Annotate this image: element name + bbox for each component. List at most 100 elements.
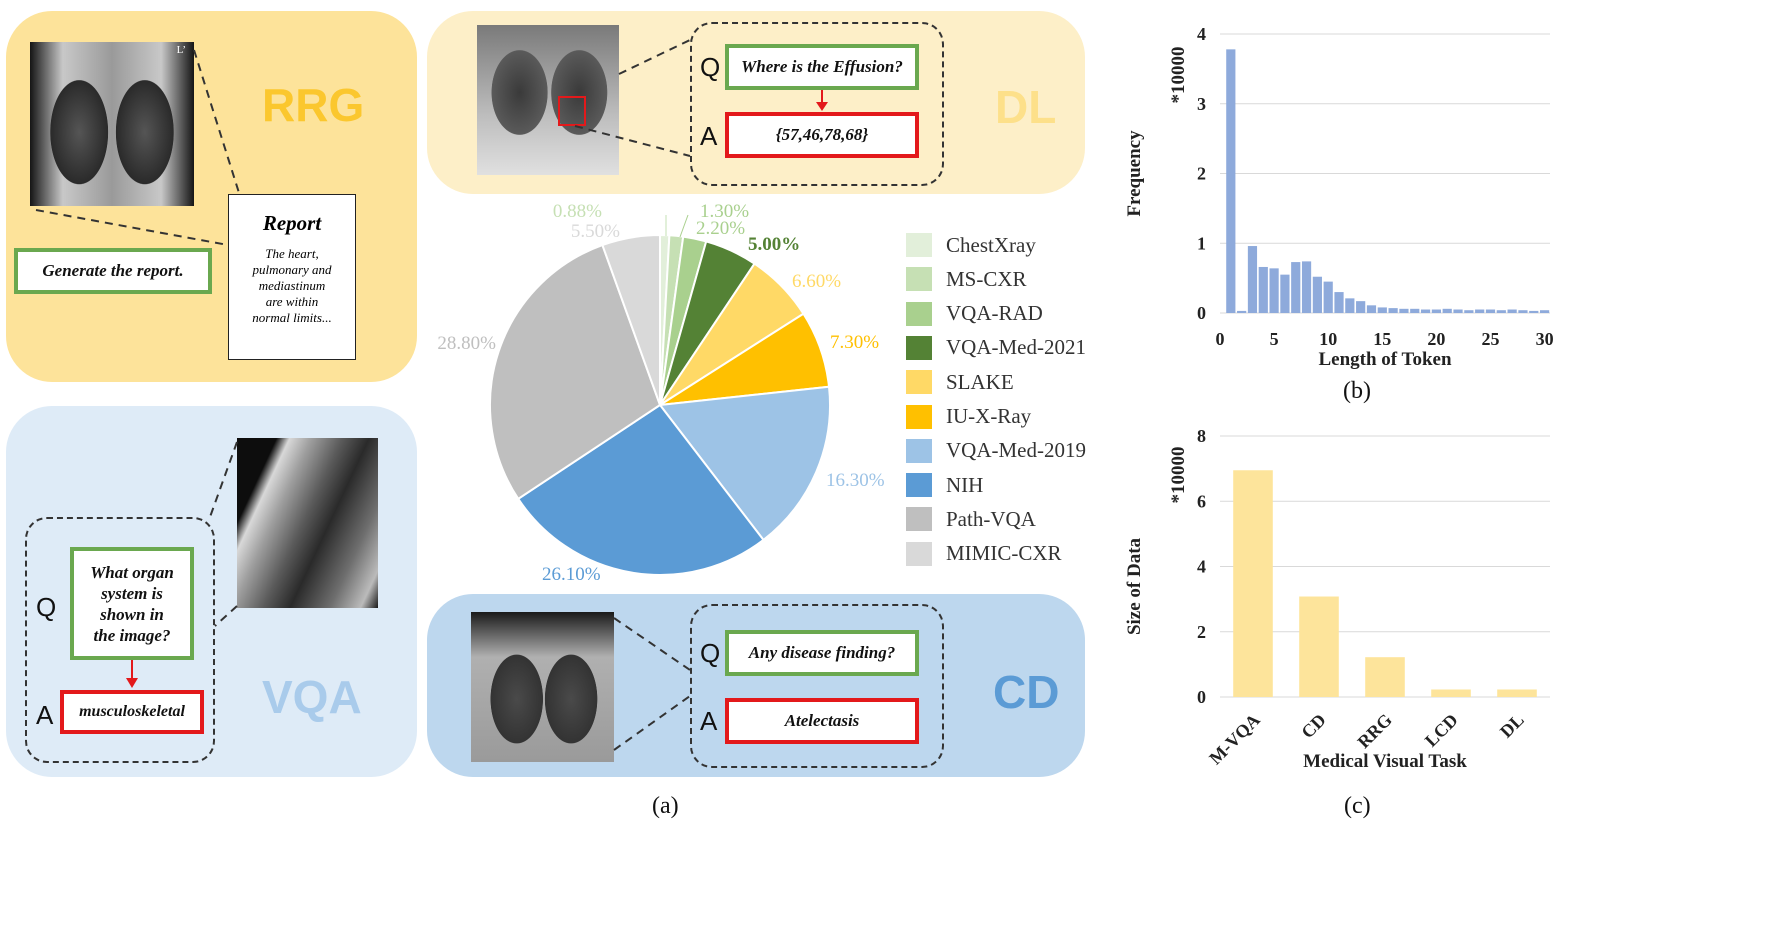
x-tick-label: 10	[1319, 329, 1337, 349]
hist-bar	[1334, 292, 1344, 313]
legend-item-mimic-cxr: MIMIC-CXR	[906, 541, 1062, 566]
pie-label-vqa-rad: 2.20%	[696, 218, 746, 239]
hist-bar	[1280, 274, 1290, 313]
cd-answer-box: Atelectasis	[725, 698, 919, 744]
legend-label: ChestXray	[946, 232, 1036, 257]
bar-cd	[1299, 596, 1339, 697]
hist-bar	[1237, 310, 1247, 313]
report-title: Report	[262, 211, 322, 235]
pie-slice-nih	[516, 403, 765, 576]
dl-question-box: Where is the Effusion?	[725, 44, 919, 90]
cd-connector-lines	[613, 617, 691, 751]
vqa-connector-lines	[126, 441, 238, 688]
y-tick-label: 1	[1197, 233, 1206, 253]
cd-question-box: Any disease finding?	[725, 630, 919, 676]
x-tick-label: 25	[1481, 329, 1499, 349]
x-axis-label: Medical Visual Task	[1303, 751, 1467, 772]
legend-item-slake: SLAKE	[906, 370, 1014, 395]
pie-label-nih: 26.10%	[542, 564, 601, 585]
bar-rrg	[1365, 657, 1405, 697]
y-axis-label: Frequency	[1124, 130, 1145, 217]
legend-item-nih: NIH	[906, 472, 984, 498]
pie-slice-mimic-cxr	[601, 233, 661, 406]
hist-bar	[1301, 261, 1312, 313]
hist-bar	[1323, 281, 1333, 313]
y-tick-label: 4	[1197, 557, 1206, 577]
legend-swatch	[906, 370, 932, 395]
xray-marker: L’	[176, 44, 186, 56]
hist-bar	[1420, 309, 1431, 313]
pie-label-path-vqa: 28.80%	[437, 333, 496, 354]
x-tick-label: CD	[1297, 710, 1330, 743]
chest-xray-image-dl	[477, 25, 619, 175]
y-tick-label: 2	[1197, 622, 1206, 642]
pie-slice-vqa-med-2019	[658, 385, 831, 542]
legend-swatch	[906, 267, 932, 292]
x-tick-label: 15	[1373, 329, 1391, 349]
caption-a: (a)	[652, 793, 679, 819]
hist-bar	[1453, 309, 1463, 313]
report-text: The heart, pulmonary and mediastinum are…	[252, 246, 332, 325]
legend-item-vqa-med-2021: VQA-Med-2021	[906, 335, 1086, 360]
y-tick-label: 3	[1197, 94, 1206, 114]
caption-c: (c)	[1344, 793, 1371, 819]
legend-swatch	[906, 335, 932, 360]
hist-bar	[1410, 308, 1420, 313]
hist-bar	[1258, 266, 1268, 313]
chest-xray-image-cd	[471, 612, 614, 762]
knee-xray-image	[237, 438, 378, 608]
chest-xray-image-rrg: L’	[30, 42, 194, 206]
legend-item-chestxray: ChestXray	[906, 233, 1036, 257]
vqa-answer-box: musculoskeletal	[60, 690, 204, 734]
hist-bar	[1247, 246, 1258, 313]
hist-bar	[1496, 310, 1506, 313]
legend-item-vqa-rad: VQA-RAD	[906, 301, 1043, 326]
x-tick-label: DL	[1496, 710, 1528, 742]
legend-item-path-vqa: Path-VQA	[906, 506, 1036, 532]
legend-label: VQA-Med-2021	[946, 335, 1086, 360]
y-tick-label: 2	[1197, 164, 1206, 184]
legend-label: VQA-Med-2019	[946, 438, 1086, 463]
hist-bar	[1442, 308, 1452, 313]
hist-bar	[1388, 308, 1398, 313]
legend-swatch	[906, 473, 932, 498]
vqa-label: VQA	[262, 671, 362, 723]
hist-bar	[1485, 309, 1496, 313]
y-tick-label: 0	[1197, 687, 1206, 707]
dl-label: DL	[995, 81, 1057, 133]
rrg-connector-lines	[35, 49, 241, 246]
effusion-bounding-box	[558, 96, 586, 126]
hist-bar	[1345, 298, 1355, 313]
y-tick-label: 4	[1197, 24, 1206, 44]
legend-swatch	[906, 507, 932, 532]
y-scale-label: *10000	[1168, 47, 1189, 104]
hist-bar	[1464, 310, 1474, 313]
legend-swatch	[906, 404, 932, 429]
dataset-pie-chart	[489, 214, 831, 576]
pie-label-ms-cxr: 1.30%	[700, 201, 750, 222]
legend-label: Path-VQA	[946, 506, 1036, 531]
legend-swatch	[906, 233, 932, 257]
rrg-instruction-box: Generate the report.	[14, 248, 212, 294]
hist-bar	[1431, 309, 1441, 313]
vqa-qa-group	[25, 517, 215, 763]
x-tick-label: RRG	[1353, 710, 1395, 752]
hist-bar	[1312, 276, 1322, 313]
task-size-bar-chart: 0 2 4 6 8 M-VQA CD RRG LCD DL Medical Visual Task S…	[1124, 426, 1550, 772]
pie-label-chestxray: 0.88%	[552, 201, 602, 222]
x-tick-label: 20	[1427, 329, 1445, 349]
legend-label: NIH	[946, 472, 984, 497]
bar-m-vqa	[1233, 470, 1273, 697]
y-tick-label: 6	[1197, 491, 1206, 511]
cd-a-letter: A	[700, 706, 718, 736]
pie-label-mimic-cxr: 5.50%	[570, 221, 620, 242]
x-tick-label: M-VQA	[1205, 710, 1264, 769]
legend-swatch	[906, 438, 932, 463]
leader-line-vqa-rad	[679, 214, 689, 238]
vqa-question-box: What organ system is shown in the image?	[70, 547, 194, 660]
hist-bar	[1539, 310, 1550, 313]
cd-q-letter: Q	[700, 638, 721, 668]
dl-q-letter: Q	[700, 52, 721, 82]
hist-bar	[1507, 309, 1517, 313]
token-length-histogram: 0 1 2 3 4 0 5 10 15 20 25 30 Length of Token Frequenc…	[1124, 24, 1554, 370]
